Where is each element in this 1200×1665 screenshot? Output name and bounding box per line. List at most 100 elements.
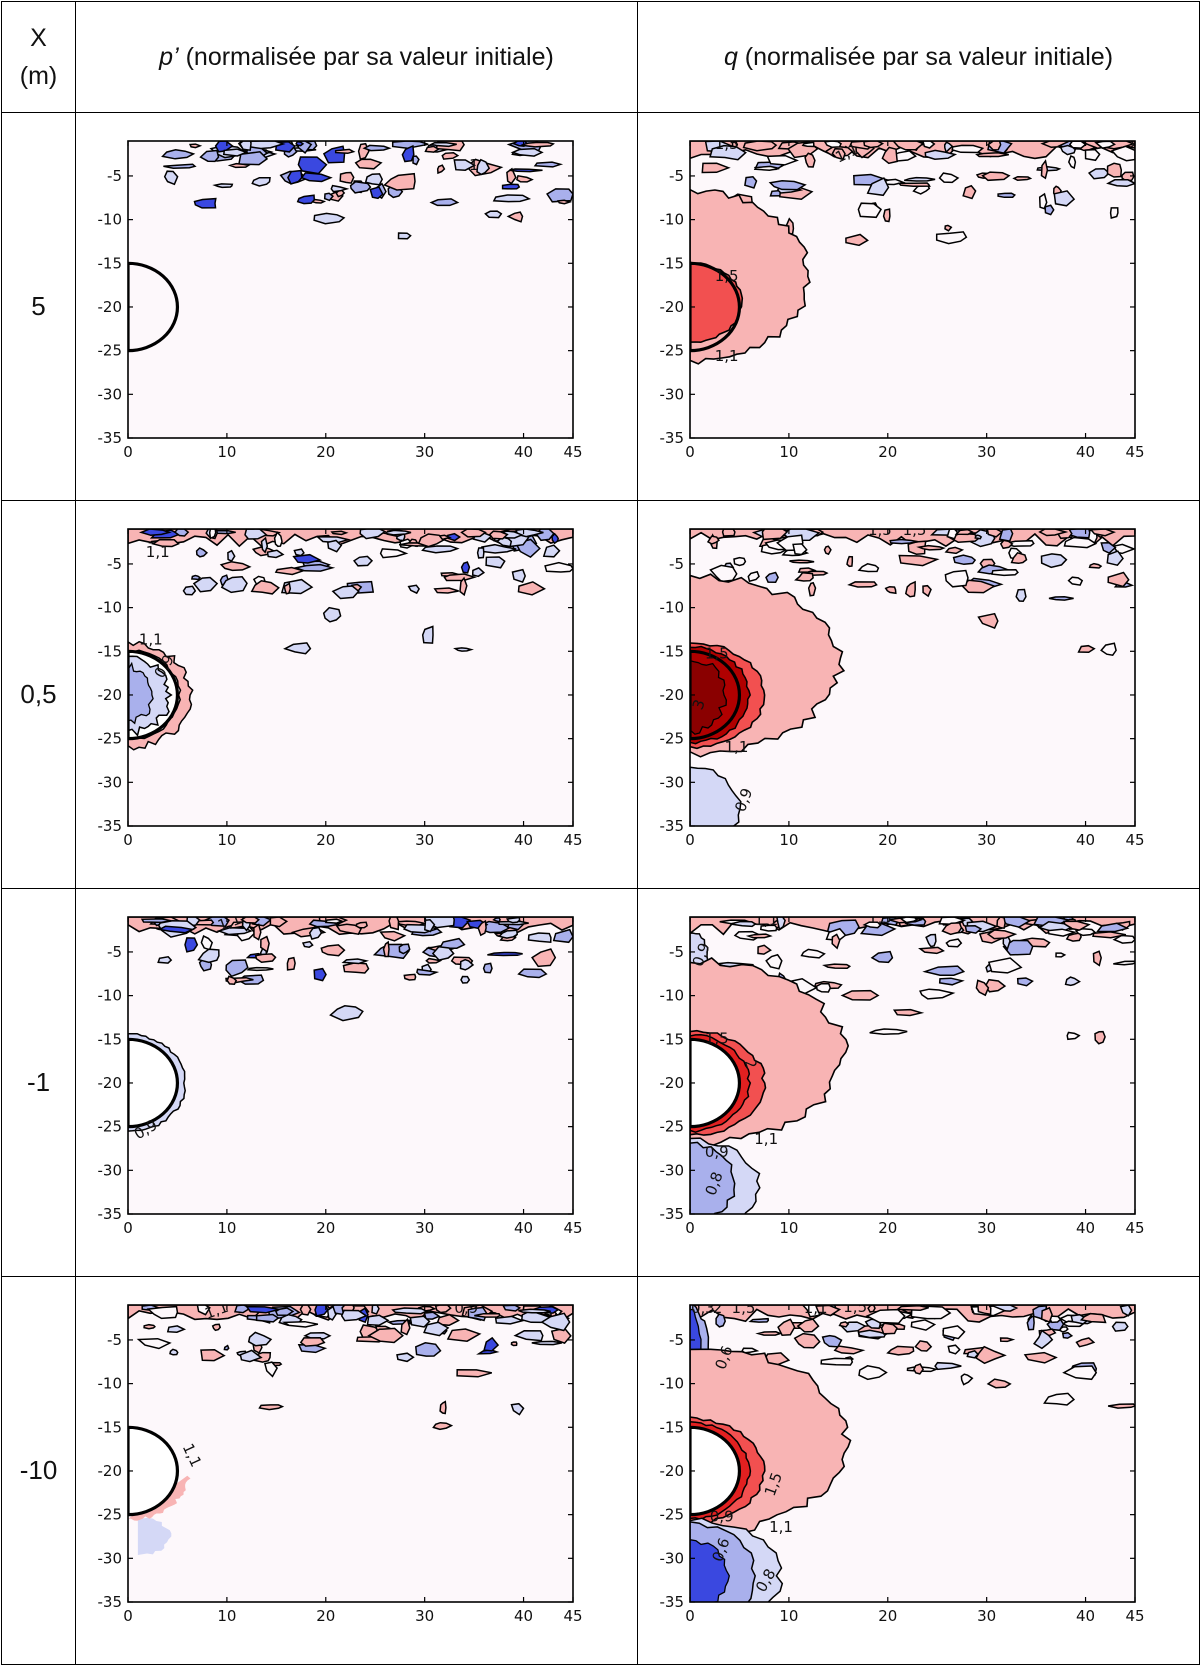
contour-blob — [157, 955, 173, 964]
x-tick-label: 30 — [977, 831, 996, 849]
y-tick-label: -15 — [660, 1418, 685, 1436]
contour-blob — [439, 1400, 447, 1415]
y-tick-label: -5 — [669, 943, 684, 961]
contour-blob — [208, 529, 217, 540]
axes: 0 10 20 30 40 45 -5 -10 -15 -20 -25 -30 -35 — [660, 528, 1145, 849]
y-tick-label: -5 — [107, 1331, 122, 1349]
contour-blob — [540, 1312, 571, 1332]
contour-blob — [986, 929, 1018, 940]
contour-blob — [1012, 175, 1033, 181]
contour-blob — [260, 536, 269, 554]
contour-blob — [792, 543, 808, 556]
x-tick-label: 30 — [415, 1607, 434, 1625]
contour-blob — [516, 174, 534, 183]
row-x-value: 0,5 — [1, 500, 76, 889]
contour-plot-p-x5: 10 10 20 30 40 45-5-10-15-20-25-30-35 — [98, 140, 583, 461]
contour-blob — [862, 921, 882, 929]
plot-cell: 1,1 1,5 0,9 1,5 1,1 0,9 0,8 2 0 10 20 30 40 45 -5 -10 -1… — [637, 888, 1200, 1277]
row-x-value: -10 — [1, 1276, 76, 1665]
x-tick-label: 30 — [415, 831, 434, 849]
contour-blob — [433, 587, 459, 594]
contour-blob — [1053, 190, 1076, 207]
contour-blob — [382, 529, 412, 536]
contour-blob — [789, 559, 815, 564]
contour-blob — [1074, 928, 1097, 937]
contour-blob — [975, 1345, 1007, 1365]
contour-blob — [169, 1348, 179, 1356]
contour-blob — [741, 1347, 760, 1354]
x-tick-label: 10 — [779, 831, 798, 849]
contour-blob — [226, 975, 238, 985]
x-tick-label: 10 — [217, 443, 236, 461]
contour-blob — [1066, 1031, 1081, 1041]
x-tick-label: 10 — [217, 1219, 236, 1237]
plot-area: 1,51,51,11,11,1 — [690, 141, 1135, 438]
contour-blob — [313, 967, 327, 982]
contour-blob — [997, 192, 1017, 199]
contour-label: 1,5 — [843, 1298, 867, 1316]
contour-blob — [382, 940, 390, 958]
contour-blob — [460, 561, 471, 574]
x-tick-label: 0 — [123, 1607, 133, 1625]
contour-blob — [1075, 1337, 1096, 1348]
tunnel-outline — [690, 261, 741, 353]
contour-blob — [831, 147, 846, 161]
tunnel-outline — [128, 1037, 179, 1129]
contour-blob — [326, 539, 343, 553]
contour-blob — [254, 953, 277, 963]
contour-blob — [497, 929, 518, 939]
contour-blob — [441, 152, 460, 160]
contour-blob — [502, 1305, 522, 1312]
contour-blob — [531, 1340, 563, 1346]
contour-blob — [1100, 642, 1117, 657]
y-tick-label: -30 — [98, 1549, 123, 1567]
contour-blob — [986, 141, 1002, 151]
contour-blob — [434, 1305, 452, 1314]
x-tick-label: 0 — [685, 831, 695, 849]
contour-blob — [366, 1314, 390, 1326]
contour-blob — [459, 576, 468, 597]
contour-blob — [510, 147, 544, 157]
contour-blob — [424, 145, 441, 153]
contour-blob — [858, 1365, 888, 1381]
header-q: q (normalisée par sa valeur initiale) — [637, 1, 1200, 113]
contour-blob — [944, 224, 953, 232]
contour-blob — [166, 1325, 187, 1333]
y-tick-label: -10 — [660, 599, 685, 617]
axes: 0 10 20 30 40 45 -5 -10 -15 -20 -25 -30 -35 — [98, 140, 583, 461]
contour-blob — [730, 920, 757, 928]
contour-blob — [339, 171, 355, 184]
x-tick-label: 30 — [977, 1607, 996, 1625]
contour-blob — [143, 1323, 156, 1330]
contour-blob — [416, 968, 440, 976]
contour-blob — [247, 1331, 273, 1347]
contour-label: 1,5 — [868, 521, 892, 539]
y-tick-label: -20 — [660, 1074, 685, 1092]
contour-blob — [960, 1373, 974, 1386]
contour-blob — [223, 1344, 230, 1351]
contour-blob — [400, 1317, 411, 1336]
plot-frame — [127, 916, 574, 1215]
contour-blob — [326, 1305, 337, 1321]
plot-frame — [689, 528, 1136, 827]
contour-blob — [797, 567, 817, 573]
contour-blob — [925, 933, 937, 948]
contour-blob — [501, 183, 521, 190]
contour-blob — [838, 1321, 850, 1328]
x-tick-label: 45 — [563, 831, 582, 849]
zone-0-6 — [690, 1539, 730, 1602]
contour-blob — [518, 1308, 551, 1314]
y-tick-label: -25 — [98, 1506, 123, 1524]
y-tick-label: -25 — [660, 1118, 685, 1136]
contour-blob — [511, 568, 527, 584]
contour-blob — [1077, 644, 1096, 653]
contour-blob — [1095, 922, 1130, 933]
x-tick-label: 20 — [316, 1219, 335, 1237]
plot-frame — [689, 916, 1136, 1215]
x-tick-label: 0 — [685, 443, 695, 461]
plot-frame — [689, 1304, 1136, 1603]
contour-blob — [246, 966, 274, 972]
contour-blob — [163, 163, 197, 169]
contour-blob — [857, 563, 880, 573]
x-tick-label: 40 — [514, 1607, 533, 1625]
